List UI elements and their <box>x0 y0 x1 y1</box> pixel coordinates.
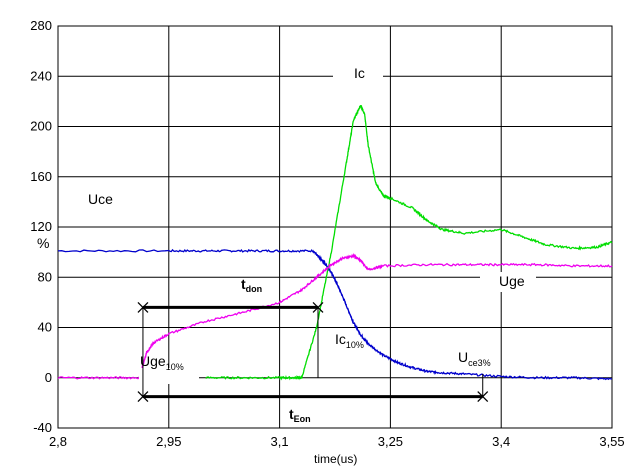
x-tick-label: 3,1 <box>271 434 289 449</box>
y-tick-label: 0 <box>45 370 52 385</box>
x-tick-labels: 2,8 2,95 3,1 3,25 3,4 3,55 <box>49 434 625 449</box>
x-tick-label: 3,4 <box>492 434 510 449</box>
y-tick-label: 240 <box>30 68 52 83</box>
teon-end-marker <box>477 391 489 403</box>
y-tick-label: 80 <box>38 269 52 284</box>
y-tick-labels: -40 0 40 80 120 160 200 240 280 <box>30 18 52 435</box>
tdon-start-marker <box>137 301 149 313</box>
series-lines <box>57 105 613 381</box>
label-gap-ic <box>333 64 383 84</box>
ic-label: Ic <box>354 65 365 81</box>
x-tick-label: 3,55 <box>599 434 624 449</box>
timing-markers <box>137 64 536 403</box>
y-tick-label: 200 <box>30 119 52 134</box>
teon-start-marker <box>137 391 149 403</box>
teon-label: tEon <box>289 406 311 424</box>
tdon-label: tdon <box>241 276 262 294</box>
label-gap-uge <box>480 272 536 292</box>
uce-label: Uce <box>88 191 113 207</box>
label-gap-uge10 <box>139 368 199 384</box>
x-tick-label: 2,95 <box>156 434 181 449</box>
x-tick-label: 2,8 <box>49 434 67 449</box>
y-tick-label: -40 <box>33 420 52 435</box>
series-uce <box>57 248 613 381</box>
uge10-label: Uge10% <box>140 353 184 372</box>
y-tick-label: 120 <box>30 219 52 234</box>
y-tick-label: 280 <box>30 18 52 33</box>
y-tick-label: 40 <box>38 320 52 335</box>
y-tick-label: 160 <box>30 169 52 184</box>
ylabel: % <box>37 235 49 251</box>
uge-label: Uge <box>499 273 525 289</box>
series-ic <box>205 105 613 381</box>
tdon-end-marker <box>312 301 324 313</box>
series-uge <box>57 252 613 380</box>
x-tick-label: 3,25 <box>378 434 403 449</box>
x-axis-label: time(us) <box>314 452 357 466</box>
ic10-label: Ic10% <box>335 331 364 350</box>
uce3-label: Uce3% <box>458 349 491 368</box>
